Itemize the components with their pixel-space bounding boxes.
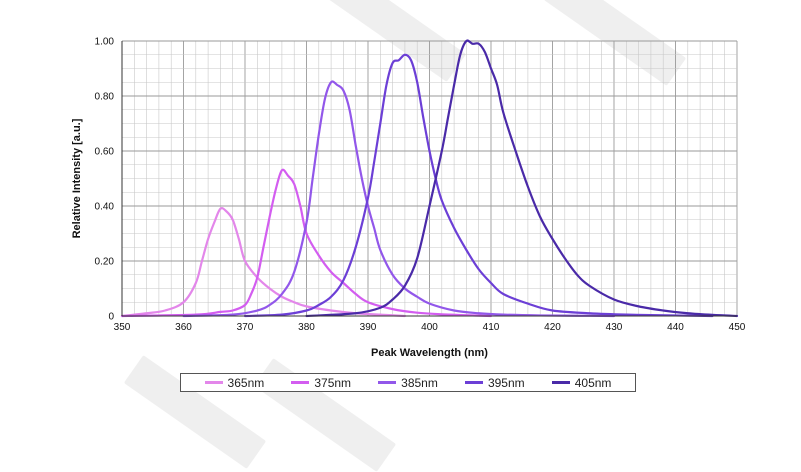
- y-tick-label: 0.20: [95, 257, 115, 268]
- legend-swatch: [551, 381, 570, 384]
- grid: [121, 40, 738, 317]
- axes: [121, 41, 737, 317]
- x-tick-label: 380: [298, 322, 315, 333]
- legend-swatch: [291, 381, 310, 384]
- x-tick-label: 360: [175, 322, 192, 333]
- y-tick-label: 0.60: [95, 147, 115, 158]
- legend: 365nm 375nm 385nm 395nm 405nm: [180, 373, 636, 392]
- y-tick-label: 0: [108, 312, 114, 323]
- series-line-405nm: [305, 39, 739, 318]
- y-tick-label: 0.40: [95, 202, 115, 213]
- x-tick-label: 410: [483, 322, 500, 333]
- series-line-385nm: [182, 80, 616, 318]
- series-lines: [120, 39, 739, 318]
- x-axis-title: Peak Wavelength (nm): [371, 347, 488, 359]
- legend-entry: 395nm: [464, 375, 525, 390]
- series-line-375nm: [120, 168, 493, 318]
- tick-labels: 350 360 370 380 390 400 410 420 430 440 450 0 0.20 0.…: [95, 37, 746, 334]
- legend-label: 365nm: [227, 375, 265, 390]
- x-tick-label: 350: [114, 322, 131, 333]
- legend-swatch: [378, 381, 397, 384]
- legend-label: 375nm: [314, 375, 352, 390]
- y-tick-label: 1.00: [95, 37, 115, 48]
- legend-entry: 365nm: [204, 375, 265, 390]
- legend-swatch: [204, 381, 223, 384]
- y-axis-title: Relative Intensity [a.u.]: [71, 118, 83, 238]
- spectrum-chart: 350 360 370 380 390 400 410 420 430 440 450 0 0.20 0.…: [71, 37, 746, 360]
- legend-entry: 375nm: [291, 376, 351, 390]
- series-line-395nm: [243, 53, 714, 318]
- x-tick-label: 420: [544, 322, 561, 333]
- x-tick-label: 370: [237, 322, 254, 333]
- legend-label: 405nm: [574, 375, 612, 390]
- y-tick-label: 0.80: [95, 92, 115, 103]
- series-line-365nm: [120, 207, 406, 318]
- legend-entry: 385nm: [378, 376, 438, 390]
- x-tick-label: 390: [360, 322, 377, 333]
- x-tick-label: 430: [606, 322, 623, 333]
- legend-swatch: [464, 381, 483, 384]
- legend-entry: 405nm: [551, 375, 612, 390]
- legend-label: 385nm: [401, 375, 438, 390]
- x-tick-label: 400: [421, 322, 438, 333]
- x-tick-label: 440: [667, 322, 684, 333]
- legend-label: 395nm: [487, 375, 525, 390]
- x-tick-label: 450: [729, 322, 746, 333]
